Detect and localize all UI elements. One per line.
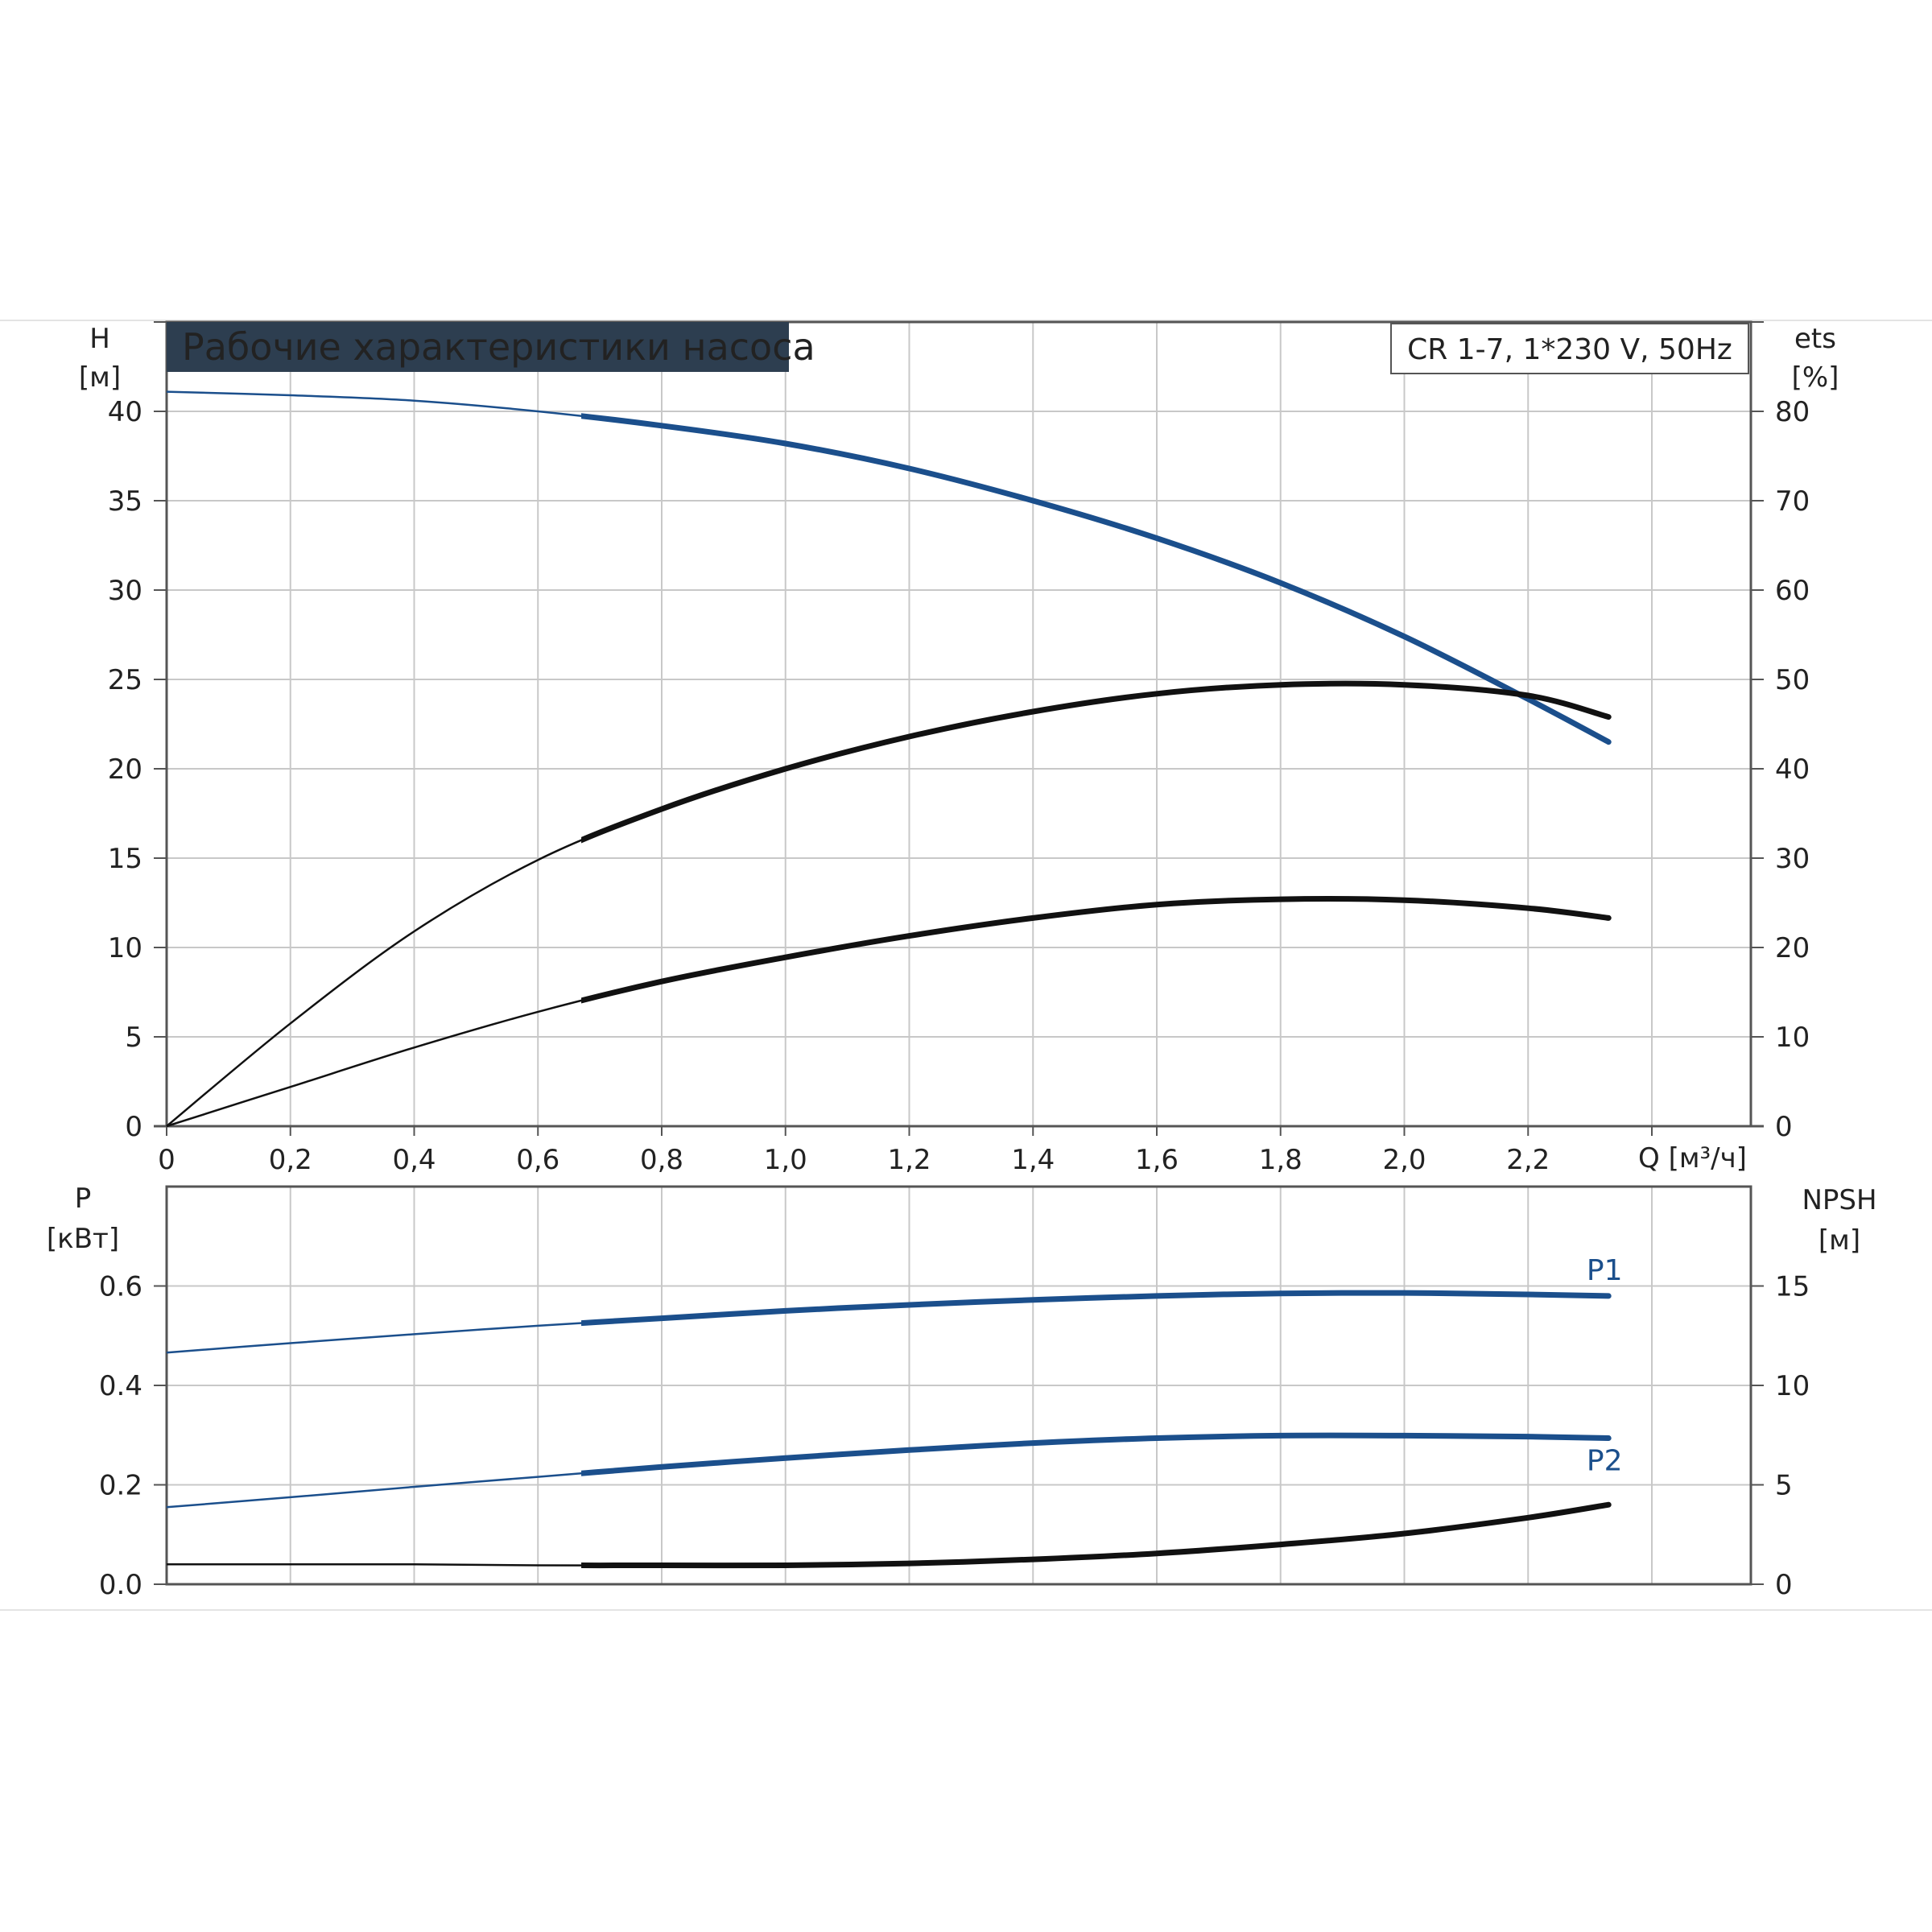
y-tick-label-left: 15 [108, 843, 142, 875]
y-tick-label-right: 40 [1775, 753, 1810, 786]
bottom-left-axis-unit: [кВт] [47, 1223, 119, 1255]
series-line-operating-1-1 [581, 1432, 1612, 1476]
y-tick-label-right: 70 [1775, 485, 1810, 518]
x-tick-label: 0,2 [269, 1144, 312, 1176]
y-tick-label-left: 5 [125, 1022, 142, 1054]
series-line-operating-0-0 [581, 413, 1612, 745]
y-tick-label-left: 0.2 [99, 1470, 142, 1502]
chart-title: Рабочие характеристики насоса [182, 325, 815, 369]
top-right-axis-symbol: ets [1794, 323, 1836, 355]
y-tick-label-left: 0.0 [99, 1569, 142, 1601]
series-layer [166, 390, 1612, 1569]
x-tick-label: 1,0 [764, 1144, 807, 1176]
x-axis-label: Q [м³/ч] [1638, 1142, 1747, 1174]
series-line-operating-0-1 [581, 680, 1612, 844]
title-box [167, 322, 789, 372]
series-line-operating-1-0 [581, 1290, 1612, 1327]
top-left-axis-symbol: H [89, 323, 110, 355]
bottom-panel-grid [167, 1187, 1751, 1584]
y-tick-label-left: 0.6 [99, 1271, 142, 1303]
y-tick-label-left: 0.4 [99, 1370, 142, 1402]
bottom-right-axis-unit: [м] [1818, 1224, 1860, 1257]
y-tick-label-right: 30 [1775, 843, 1810, 875]
y-tick-label-left: 10 [108, 932, 142, 964]
x-tick-label: 2,0 [1382, 1144, 1426, 1176]
series-labels: P1 P2 [1587, 1254, 1623, 1478]
bottom-right-axis-symbol: NPSH [1802, 1184, 1876, 1216]
series-label-p2: P2 [1587, 1444, 1623, 1477]
x-tick-label: 1,4 [1011, 1144, 1055, 1176]
top-right-axis-unit: [%] [1792, 361, 1839, 394]
x-tick-label: 0,8 [640, 1144, 683, 1176]
y-tick-label-right: 20 [1775, 932, 1810, 964]
x-tick-label: 0,4 [392, 1144, 436, 1176]
y-tick-label-left: 30 [108, 575, 142, 607]
y-tick-label-left: 40 [108, 396, 142, 428]
x-tick-label: 0 [158, 1144, 175, 1176]
y-tick-label-right: 10 [1775, 1022, 1810, 1054]
y-tick-label-right: 50 [1775, 664, 1810, 696]
y-tick-label-right: 60 [1775, 575, 1810, 607]
y-tick-label-right: 15 [1775, 1271, 1810, 1303]
y-tick-label-left: 35 [108, 485, 142, 518]
y-tick-label-right: 80 [1775, 396, 1810, 428]
series-line-operating-1-2 [581, 1501, 1612, 1569]
bottom-left-axis-symbol: P [75, 1183, 92, 1215]
x-tick-label: 1,2 [887, 1144, 931, 1176]
x-tick-label: 0,6 [516, 1144, 559, 1176]
x-tick-label: 2,2 [1506, 1144, 1550, 1176]
x-tick-label: 1,6 [1135, 1144, 1179, 1176]
y-tick-label-right: 10 [1775, 1370, 1810, 1402]
y-tick-label-left: 25 [108, 664, 142, 696]
top-left-axis-unit: [м] [79, 361, 121, 394]
y-tick-label-left: 0 [125, 1111, 142, 1143]
y-tick-label-right: 0 [1775, 1111, 1793, 1143]
model-label: CR 1-7, 1*230 V, 50Hz [1407, 333, 1732, 366]
tick-labels: 0 0,2 0,4 0,6 0,8 1,0 1,2 1,4 1,6 1,8 2,0 2,2 0 5 10 15… [99, 321, 1810, 1601]
x-tick-label: 1,8 [1259, 1144, 1302, 1176]
model-box [1390, 323, 1749, 374]
series-label-p1: P1 [1587, 1254, 1623, 1287]
y-tick-label-right: 0 [1775, 1569, 1793, 1601]
y-tick-label-left: 20 [108, 753, 142, 786]
y-tick-label-right: 5 [1775, 1470, 1793, 1502]
series-line-operating-0-2 [581, 896, 1612, 1004]
